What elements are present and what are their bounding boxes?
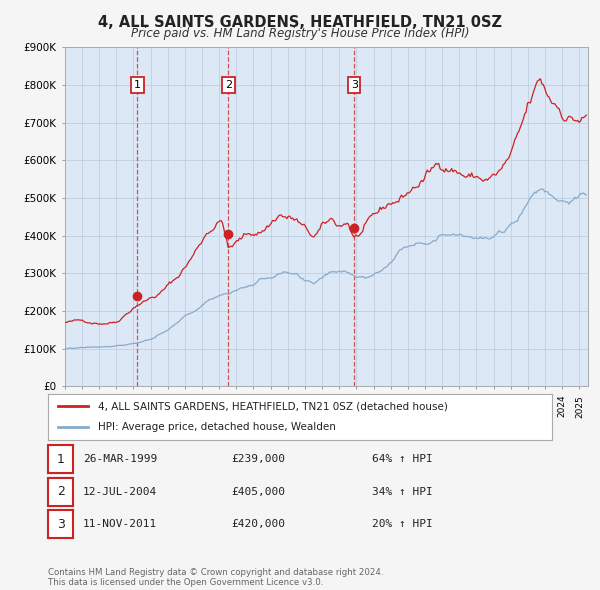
Text: £405,000: £405,000 <box>231 487 285 497</box>
Text: 26-MAR-1999: 26-MAR-1999 <box>83 454 157 464</box>
Text: 64% ↑ HPI: 64% ↑ HPI <box>372 454 433 464</box>
Text: HPI: Average price, detached house, Wealden: HPI: Average price, detached house, Weal… <box>98 422 336 432</box>
Text: 2: 2 <box>56 485 65 499</box>
Text: 3: 3 <box>350 80 358 90</box>
Text: 1: 1 <box>134 80 141 90</box>
Text: £239,000: £239,000 <box>231 454 285 464</box>
Text: 12-JUL-2004: 12-JUL-2004 <box>83 487 157 497</box>
Text: 4, ALL SAINTS GARDENS, HEATHFIELD, TN21 0SZ: 4, ALL SAINTS GARDENS, HEATHFIELD, TN21 … <box>98 15 502 30</box>
Text: 4, ALL SAINTS GARDENS, HEATHFIELD, TN21 0SZ (detached house): 4, ALL SAINTS GARDENS, HEATHFIELD, TN21 … <box>98 401 448 411</box>
Text: 11-NOV-2011: 11-NOV-2011 <box>83 519 157 529</box>
Text: 3: 3 <box>56 517 65 531</box>
Text: 2: 2 <box>225 80 232 90</box>
Text: 1: 1 <box>56 453 65 466</box>
Text: 34% ↑ HPI: 34% ↑ HPI <box>372 487 433 497</box>
Text: £420,000: £420,000 <box>231 519 285 529</box>
Text: Contains HM Land Registry data © Crown copyright and database right 2024.
This d: Contains HM Land Registry data © Crown c… <box>48 568 383 587</box>
Text: 20% ↑ HPI: 20% ↑ HPI <box>372 519 433 529</box>
Text: Price paid vs. HM Land Registry's House Price Index (HPI): Price paid vs. HM Land Registry's House … <box>131 27 469 40</box>
